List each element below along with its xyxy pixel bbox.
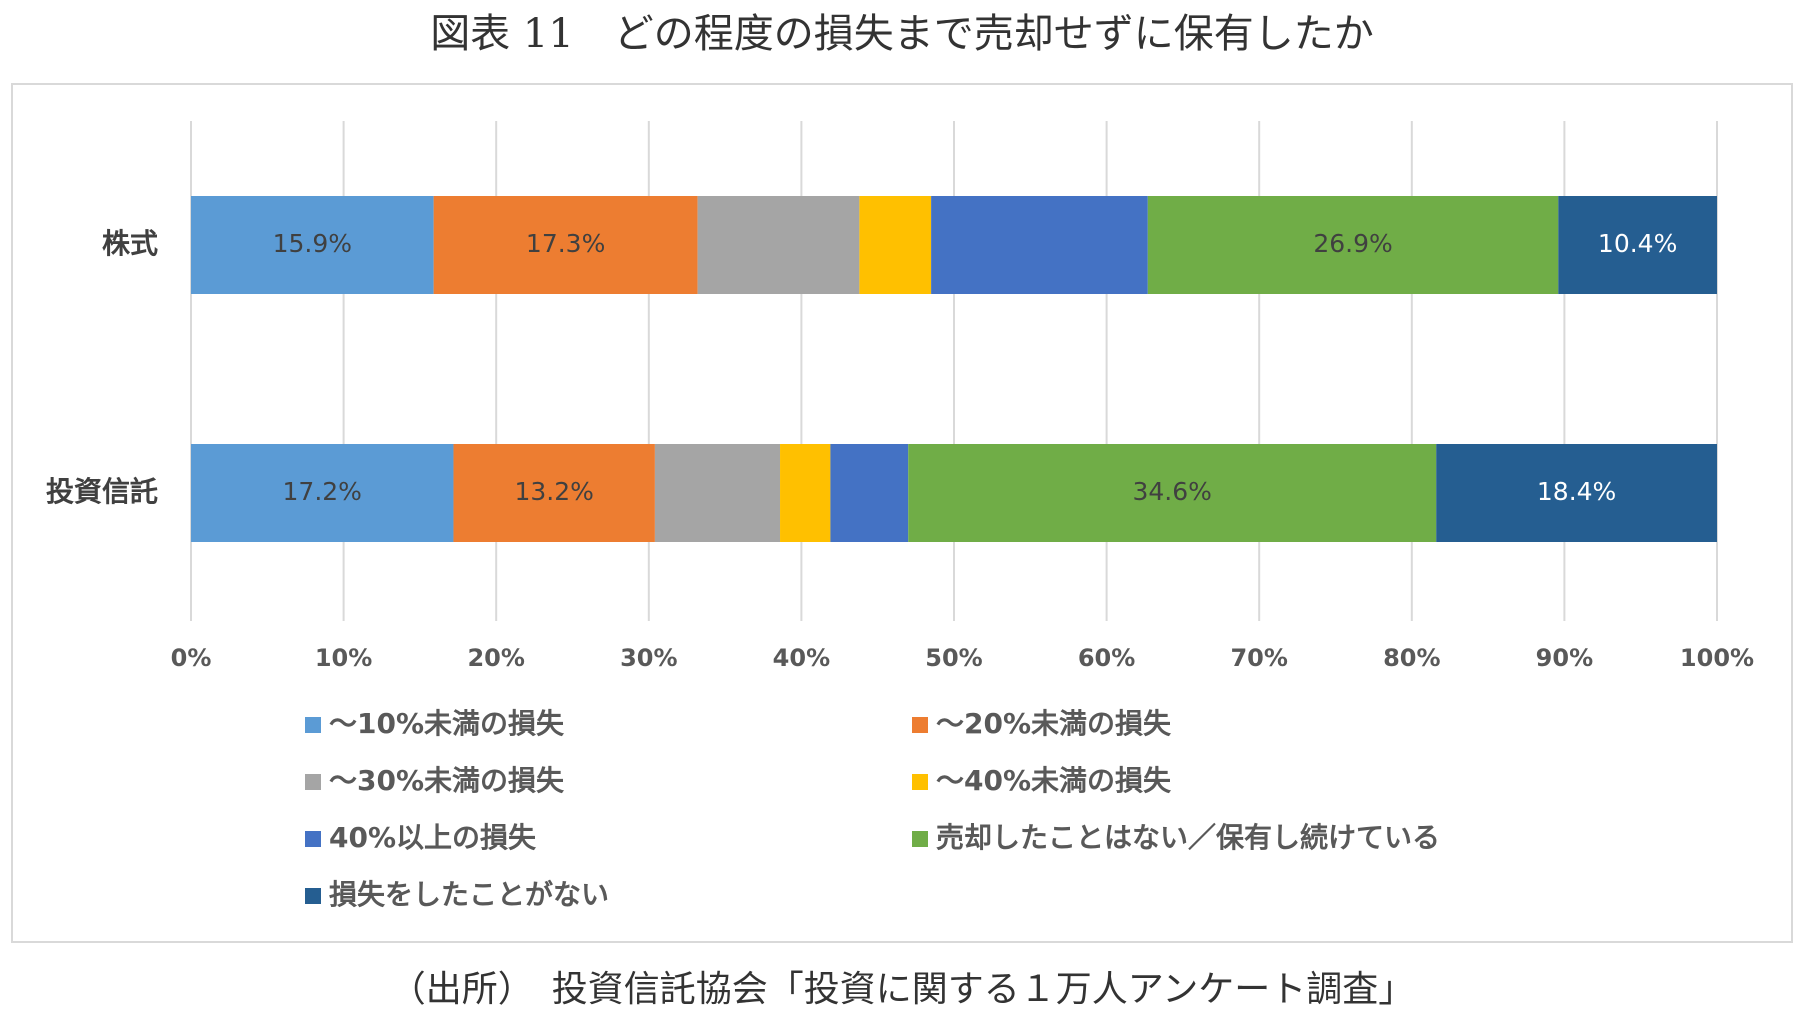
legend-label: 損失をしたことがない (329, 878, 609, 911)
x-tick-label: 40% (773, 644, 830, 672)
legend-swatch (305, 717, 321, 733)
x-tick-label: 30% (620, 644, 677, 672)
source-note: （出所） 投資信託協会「投資に関する１万人アンケート調査」 (390, 969, 1415, 1010)
legend-label: ～20%未満の損失 (936, 707, 1172, 740)
y-tick-label: 株式 (102, 227, 158, 260)
bar-segment (859, 196, 932, 294)
legend-swatch (912, 717, 928, 733)
x-tick-label: 100% (1680, 644, 1754, 672)
x-tick-label: 90% (1536, 644, 1593, 672)
legend-label: ～10%未満の損失 (329, 707, 565, 740)
value-label: 13.2% (514, 477, 593, 506)
legend-label: 40%以上の損失 (329, 821, 537, 854)
value-label: 34.6% (1133, 477, 1212, 506)
bar-segment (1436, 444, 1717, 542)
legend-swatch (305, 888, 321, 904)
value-label: 10.4% (1598, 229, 1677, 258)
legend-swatch (305, 831, 321, 847)
bar-segment (931, 196, 1148, 294)
bar-segment (433, 196, 698, 294)
y-tick-label: 投資信託 (46, 475, 158, 508)
x-tick-label: 20% (467, 644, 524, 672)
legend-label: 売却したことはない／保有し続けている (936, 821, 1440, 854)
bar-segment (697, 196, 860, 294)
legend-swatch (305, 774, 321, 790)
x-tick-label: 70% (1230, 644, 1287, 672)
bar-segment (453, 444, 655, 542)
x-tick-label: 50% (925, 644, 982, 672)
bar-segment (654, 444, 781, 542)
bar-segment (191, 444, 454, 542)
legend-label: ～40%未満の損失 (936, 764, 1172, 797)
bar-segment (830, 444, 909, 542)
chart-title: 図表 11 どの程度の損失まで売却せずに保有したか (430, 11, 1374, 57)
value-label: 18.4% (1537, 477, 1616, 506)
x-tick-label: 80% (1383, 644, 1440, 672)
bar-segment (780, 444, 831, 542)
value-label: 17.3% (526, 229, 605, 258)
value-label: 15.9% (273, 229, 352, 258)
bar-segment (908, 444, 1437, 542)
x-tick-label: 60% (1078, 644, 1135, 672)
legend-swatch (912, 831, 928, 847)
legend-swatch (912, 774, 928, 790)
bar-segment (1558, 196, 1717, 294)
bar-segment (1147, 196, 1559, 294)
x-tick-label: 10% (315, 644, 372, 672)
x-tick-label: 0% (171, 644, 212, 672)
value-label: 26.9% (1313, 229, 1392, 258)
legend-label: ～30%未満の損失 (329, 764, 565, 797)
bar-segment (191, 196, 434, 294)
value-label: 17.2% (283, 477, 362, 506)
